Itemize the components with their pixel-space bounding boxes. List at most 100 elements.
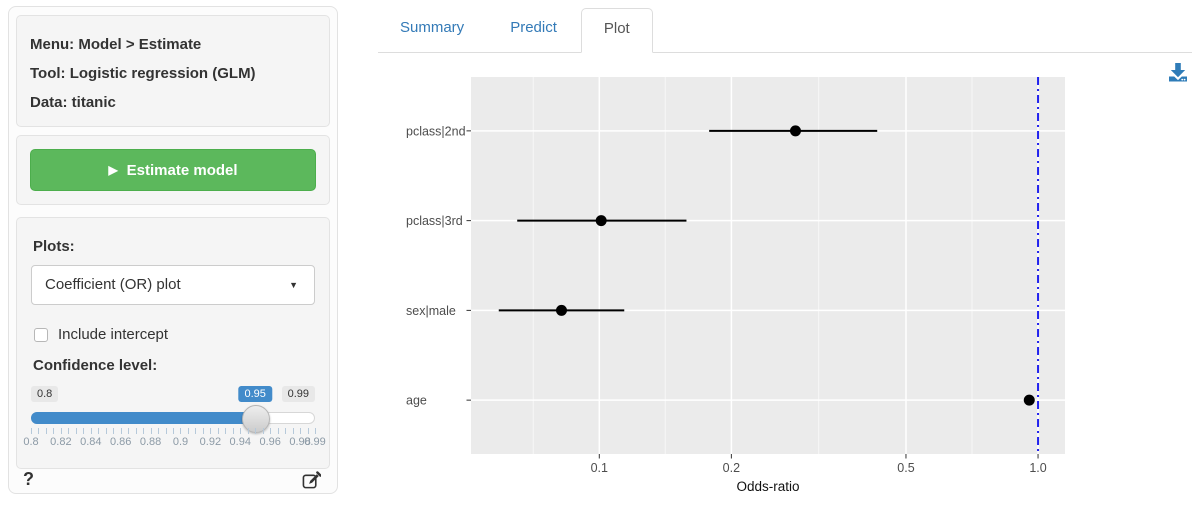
slider-tick — [113, 428, 115, 434]
slider-grid-label: 0.9 — [172, 436, 189, 448]
slider-grid-label: 0.99 — [304, 436, 326, 448]
slider-tick — [225, 428, 227, 434]
slider-grid-label: 0.88 — [139, 436, 162, 448]
y-axis-label: pclass|3rd — [406, 214, 463, 228]
slider-tick — [307, 428, 309, 434]
estimate-model-button[interactable]: ▶ Estimate model — [30, 149, 316, 191]
include-intercept-label: Include intercept — [58, 326, 169, 343]
slider-tick — [135, 428, 137, 434]
slider-tick — [150, 428, 152, 434]
tool-name: Tool: Logistic regression (GLM) — [30, 65, 256, 82]
slider-tick — [75, 428, 77, 434]
slider-tick — [210, 428, 212, 434]
or-point — [1023, 394, 1035, 406]
confidence-slider: 0.8 0.95 0.99 0.8 0.82 0.84 0.86 0.88 0.9 0.92… — [23, 378, 326, 470]
slider-tick — [31, 428, 32, 434]
coefficient-plot-svg: pclass|2nd pclass|3rd sex|male age 0.1 0.2 0.5… — [406, 77, 1065, 494]
slider-handle[interactable] — [242, 405, 271, 433]
slider-tick — [143, 428, 145, 434]
slider-tick — [300, 428, 302, 434]
slider-grid-label: 0.82 — [50, 436, 72, 448]
slider-tick — [232, 428, 234, 434]
tab-plot[interactable]: Plot — [580, 8, 653, 53]
x-tick-label: 0.2 — [723, 461, 740, 475]
sidebar: Menu: Model > Estimate Tool: Logistic re… — [8, 6, 338, 494]
download-plot-button[interactable] — [1166, 60, 1192, 84]
slider-tick — [202, 428, 204, 434]
slider-tick — [315, 428, 316, 434]
slider-tick — [292, 428, 294, 434]
include-intercept-row: Include intercept — [34, 326, 315, 343]
x-tick-label: 0.1 — [591, 461, 608, 475]
edit-report-button[interactable] — [302, 471, 322, 495]
slider-tick — [255, 428, 257, 434]
slider-tick — [285, 428, 287, 434]
x-axis-title: Odds-ratio — [736, 479, 799, 494]
or-point — [555, 304, 567, 316]
coefficient-plot: pclass|2nd pclass|3rd sex|male age 0.1 0.2 0.5… — [378, 60, 1192, 500]
confidence-level-label: Confidence level: — [33, 357, 158, 374]
x-tick-label: 1.0 — [1029, 461, 1046, 475]
y-axis-label: pclass|2nd — [406, 124, 466, 138]
slider-grid-label: 0.96 — [259, 436, 281, 448]
slider-tick — [277, 428, 279, 434]
slider-tick — [173, 428, 174, 434]
pencil-square-icon — [302, 471, 322, 489]
slider-tick — [262, 428, 264, 434]
slider-tick — [240, 428, 242, 434]
plot-type-select[interactable]: Coefficient (OR) plot ▼ — [31, 265, 315, 305]
slider-tick — [158, 428, 160, 434]
estimate-model-label: Estimate model — [126, 161, 238, 179]
plot-panel — [471, 77, 1065, 454]
action-panel: ▶ Estimate model — [16, 135, 330, 205]
slider-tick — [270, 428, 272, 434]
slider-tick — [217, 428, 219, 434]
slider-min-label: 0.8 — [31, 386, 59, 402]
play-icon: ▶ — [108, 163, 118, 177]
slider-tick — [165, 428, 167, 434]
chevron-down-icon: ▼ — [289, 280, 298, 290]
slider-tick — [247, 428, 249, 434]
tab-summary[interactable]: Summary — [400, 19, 465, 36]
tab-predict[interactable]: Predict — [510, 19, 557, 36]
slider-grid-label: 0.92 — [199, 436, 222, 448]
data-name-label: Data: titanic — [30, 94, 116, 111]
slider-tick — [98, 428, 100, 434]
slider-grid-label: 0.8 — [23, 436, 39, 448]
slider-tick — [180, 428, 182, 434]
x-tick-label: 0.5 — [897, 461, 914, 475]
menu-path: Menu: Model > Estimate — [30, 36, 202, 53]
slider-tick — [105, 428, 107, 434]
slider-max-label: 0.99 — [281, 386, 315, 402]
slider-grid-label: 0.94 — [229, 436, 251, 448]
slider-grid-label: 0.86 — [109, 436, 132, 448]
plot-type-selected: Coefficient (OR) plot — [45, 276, 181, 293]
slider-tick — [38, 428, 40, 434]
slider-grid-label: 0.84 — [80, 436, 102, 448]
slider-tick — [53, 428, 55, 434]
include-intercept-checkbox[interactable] — [34, 327, 48, 342]
slider-tick — [60, 428, 62, 434]
slider-tick — [187, 428, 189, 434]
slider-tick — [120, 428, 122, 434]
slider-tick — [68, 428, 70, 434]
slider-tick — [195, 428, 197, 434]
or-point — [595, 215, 607, 227]
slider-tick — [83, 428, 85, 434]
slider-tick — [90, 428, 92, 434]
slider-fill — [31, 412, 256, 424]
plot-options-panel: Plots: Coefficient (OR) plot ▼ Include i… — [16, 217, 330, 469]
slider-value-badge: 0.95 — [238, 386, 272, 402]
plots-label: Plots: — [33, 238, 75, 255]
slider-tick — [45, 428, 47, 434]
help-link[interactable]: ? — [23, 469, 34, 489]
tabbar: Summary Predict Plot — [378, 8, 1192, 53]
model-info-panel: Menu: Model > Estimate Tool: Logistic re… — [16, 15, 330, 127]
download-icon — [1169, 63, 1187, 82]
or-point — [789, 125, 801, 137]
y-axis-label: age — [406, 394, 427, 408]
slider-tick — [128, 428, 130, 434]
y-axis-label: sex|male — [406, 304, 456, 318]
slider-grid-label: 0.98 — [289, 436, 311, 448]
